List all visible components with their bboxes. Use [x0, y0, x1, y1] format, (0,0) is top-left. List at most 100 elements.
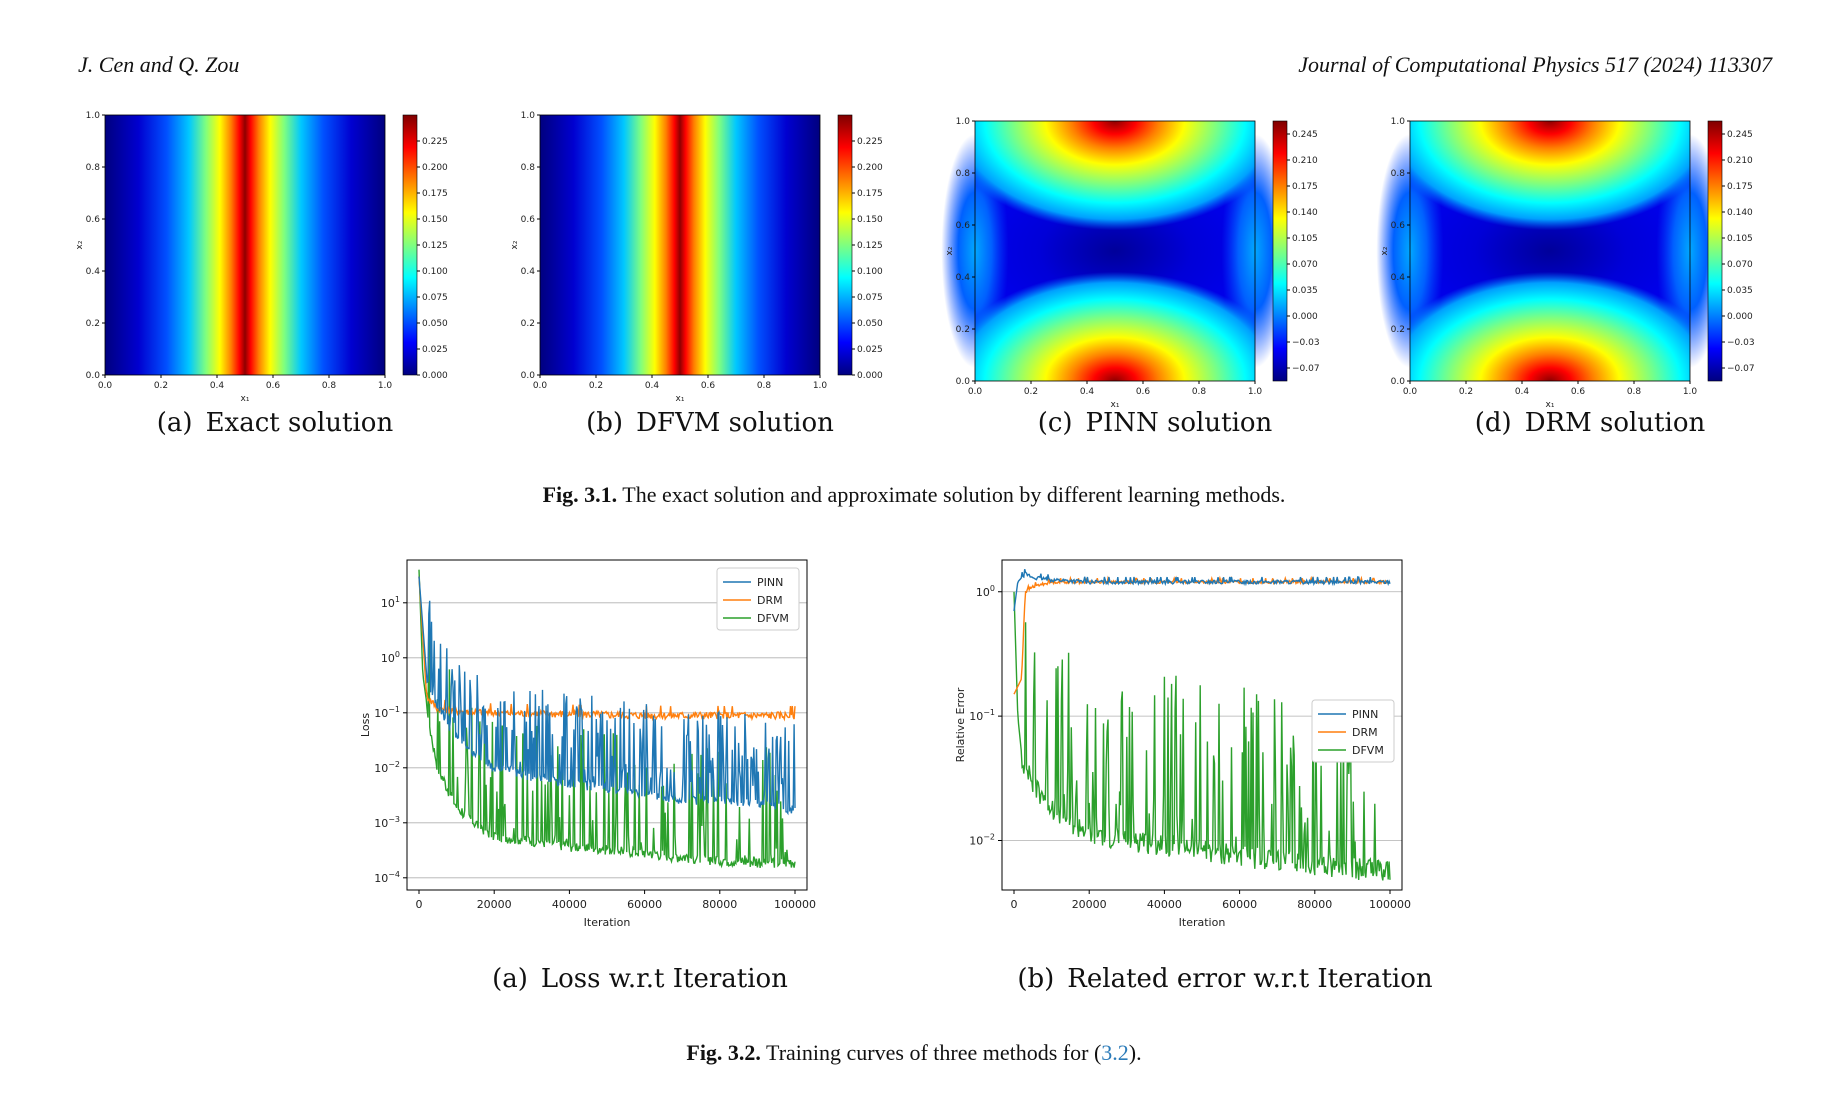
colorbar-tick-label: 0.000 [1292, 312, 1318, 322]
colorbar-tick-label: 0.175 [422, 189, 448, 199]
x-tick-label: 0.0 [533, 381, 548, 391]
legend-label-dfvm: DFVM [757, 612, 789, 625]
colorbar-tick-label: 0.100 [857, 267, 883, 277]
x-tick-label: 60000 [627, 898, 662, 911]
colorbar-tick-label: −0.035 [1727, 338, 1755, 348]
y-tick-label: 101 [381, 595, 400, 610]
colorbar-tick-label: 0.150 [422, 215, 448, 225]
y-axis-label: x₂ [945, 246, 955, 255]
colorbar-tick-label: 0.035 [1292, 286, 1318, 296]
x-tick-label: 20000 [477, 898, 512, 911]
legend-box [716, 567, 800, 631]
colorbar-tick-label: 0.000 [857, 371, 883, 381]
colorbar-tick-label: 0.100 [422, 267, 448, 277]
x-tick-label: 1.0 [1683, 387, 1698, 397]
x-axis-label: x₁ [1111, 400, 1120, 410]
series-line-pinn [1013, 569, 1391, 612]
x-tick-label: 1.0 [1248, 387, 1263, 397]
colorbar-tick-label: 0.070 [1292, 260, 1318, 270]
y-tick-label: 0.4 [86, 267, 101, 277]
series-line-pinn [418, 576, 796, 816]
x-tick-label: 0.6 [1571, 387, 1586, 397]
colorbar-tick-label: 0.000 [422, 371, 448, 381]
x-axis-label: Iteration [584, 916, 631, 929]
y-tick-label: 10−2 [374, 760, 400, 775]
colorbar [402, 114, 418, 376]
y-tick-label: 100 [976, 584, 995, 599]
legend-label-pinn: PINN [1352, 708, 1378, 721]
y-tick-label: 0.0 [86, 371, 101, 381]
caption-text-end: ). [1128, 1040, 1142, 1065]
plot-frame [406, 559, 808, 891]
x-tick-label: 100000 [1369, 898, 1411, 911]
loss-chart: 101 100 10−1 10−2 10−3 10−4 0 20000 40000 60000 80… [355, 545, 895, 949]
y-tick-label: 0.4 [1391, 273, 1406, 283]
figure-label: Fig. 3.2. [686, 1040, 761, 1065]
heatmap-panel-a: 0.0 0.0 0.2 0.2 0.4 0.4 0.6 0.6 0.8 0.8 1.0 1.0 x₁ x₂… [70, 100, 450, 414]
x-tick-label: 40000 [552, 898, 587, 911]
colorbar-tick-label: 0.105 [1292, 234, 1318, 244]
colorbar-tick-label: 0.210 [1727, 156, 1753, 166]
heatmap-panel-c: 0.0 0.0 0.2 0.2 0.4 0.4 0.6 0.6 0.8 0.8 1.0 1.0 x₁ x₂… [940, 106, 1326, 420]
colorbar-tick-label: −0.070 [1727, 364, 1755, 374]
colorbar-tick-label: 0.105 [1727, 234, 1753, 244]
colorbar-tick-label: 0.050 [857, 319, 883, 329]
x-tick-label: 0.8 [1627, 387, 1642, 397]
y-axis-label: x₂ [75, 240, 85, 249]
caption-text: Training curves of three methods for ( [766, 1040, 1102, 1065]
subcaption-error: (b) Related error w.r.t Iteration [1017, 964, 1433, 994]
colorbar-tick-label: 0.245 [1292, 130, 1318, 140]
subcaption-d: (d) DRM solution [1474, 408, 1706, 438]
y-tick-label: 1.0 [956, 117, 971, 127]
x-tick-label: 0 [1011, 898, 1018, 911]
y-tick-label: 0.4 [521, 267, 536, 277]
subcaption-c: (c) PINN solution [1037, 408, 1273, 438]
heatmap-frame [1409, 120, 1691, 382]
colorbar-tick-label: 0.050 [422, 319, 448, 329]
y-tick-label: 0.2 [956, 325, 970, 335]
x-axis-label: x₁ [676, 394, 685, 404]
x-tick-label: 0.2 [1459, 387, 1473, 397]
legend-label-dfvm: DFVM [1352, 744, 1384, 757]
heatmap-hot-region-bottom [1410, 271, 1690, 381]
colorbar-tick-label: 0.200 [422, 163, 448, 173]
y-axis-label: x₂ [1380, 246, 1390, 255]
subcaption-b: (b) DFVM solution [586, 408, 834, 438]
x-tick-label: 80000 [1297, 898, 1332, 911]
colorbar-tick-label: −0.070 [1292, 364, 1320, 374]
heatmap-frame [974, 120, 1256, 382]
x-tick-label: 0.0 [1403, 387, 1418, 397]
heatmap-hot-region-top [975, 121, 1255, 231]
y-tick-label: 1.0 [86, 111, 101, 121]
series-line-dfvm [418, 569, 796, 869]
y-tick-label: 10−4 [374, 870, 400, 885]
colorbar-tick-label: 0.140 [1292, 208, 1318, 218]
legend-label-pinn: PINN [757, 576, 783, 589]
heatmap-panel-d: 0.0 0.0 0.2 0.2 0.4 0.4 0.6 0.6 0.8 0.8 1.0 1.0 x₁ x₂… [1375, 106, 1761, 420]
x-tick-label: 0.2 [589, 381, 603, 391]
colorbar-tick-label: 0.070 [1727, 260, 1753, 270]
y-tick-label: 100 [381, 650, 400, 665]
x-axis-label: x₁ [241, 394, 250, 404]
x-tick-label: 40000 [1147, 898, 1182, 911]
x-tick-label: 0.4 [210, 381, 225, 391]
equation-reference-link[interactable]: 3.2 [1101, 1040, 1129, 1065]
heatmap-frame [104, 114, 386, 376]
colorbar-tick-label: 0.245 [1727, 130, 1753, 140]
y-tick-label: 0.2 [1391, 325, 1405, 335]
colorbar-tick-label: 0.200 [857, 163, 883, 173]
legend-label-drm: DRM [1352, 726, 1378, 739]
colorbar-tick-label: 0.175 [1727, 182, 1753, 192]
x-tick-label: 0.6 [266, 381, 281, 391]
colorbar-tick-label: 0.025 [422, 345, 448, 355]
x-tick-label: 0.0 [968, 387, 983, 397]
colorbar-tick-label: 0.075 [857, 293, 883, 303]
colorbar-tick-label: 0.025 [857, 345, 883, 355]
y-tick-label: 0.2 [521, 319, 535, 329]
colorbar-tick-label: 0.140 [1727, 208, 1753, 218]
x-tick-label: 0.6 [1136, 387, 1151, 397]
colorbar-tick-label: 0.225 [857, 137, 883, 147]
colorbar [837, 114, 853, 376]
figure-3-1-caption: Fig. 3.1. The exact solution and approxi… [0, 482, 1828, 508]
x-tick-label: 80000 [702, 898, 737, 911]
